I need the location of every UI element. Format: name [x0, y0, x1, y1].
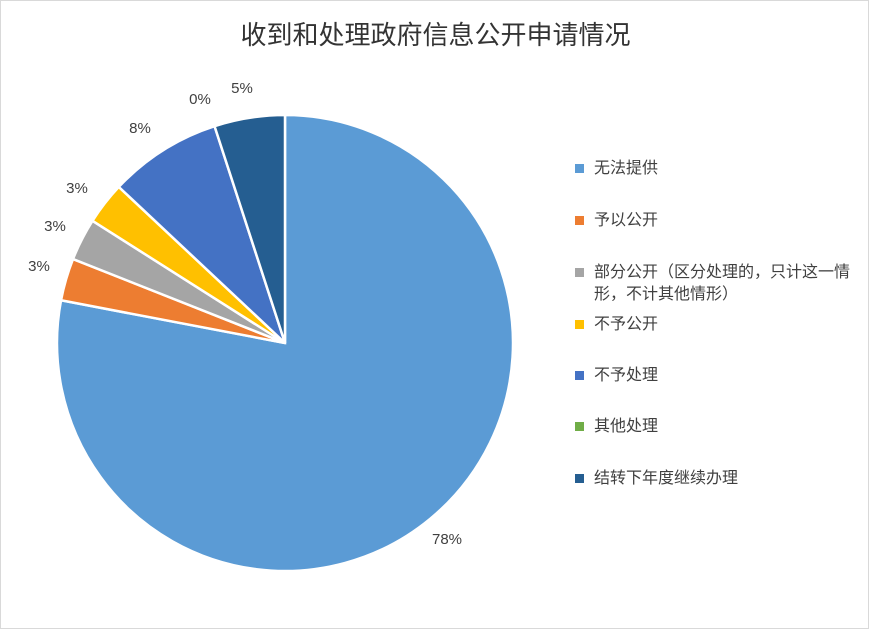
legend-swatch — [575, 474, 584, 483]
chart-title: 收到和处理政府信息公开申请情况 — [240, 21, 631, 51]
pie-slice — [117, 124, 287, 344]
legend-item: 其他处理 — [575, 415, 865, 437]
legend-label: 部分公开（区分处理的，只计这一情形，不计其他情形） — [594, 262, 851, 303]
pie-slice — [212, 113, 287, 344]
legend-item: 不予处理 — [575, 364, 865, 386]
legend-swatch — [575, 422, 584, 431]
data-label: 0% — [189, 91, 211, 108]
data-label: 3% — [44, 218, 66, 235]
legend-label: 结转下年度继续办理 — [594, 468, 739, 487]
legend-label: 无法提供 — [594, 158, 659, 177]
legend-swatch — [575, 268, 584, 277]
legend-item: 部分公开（区分处理的，只计这一情形，不计其他情形） — [575, 261, 865, 305]
legend-label: 其他处理 — [594, 416, 659, 435]
legend-item: 无法提供 — [575, 157, 865, 179]
legend-swatch — [575, 320, 584, 329]
data-label: 8% — [129, 120, 151, 137]
legend-item: 不予公开 — [575, 313, 865, 335]
legend-item: 结转下年度继续办理 — [575, 467, 865, 489]
data-label: 5% — [231, 80, 253, 97]
legend-item: 予以公开 — [575, 209, 865, 231]
legend-label: 不予公开 — [594, 314, 659, 333]
legend-swatch — [575, 216, 584, 225]
legend-swatch — [575, 164, 584, 173]
legend-label: 予以公开 — [594, 210, 659, 229]
data-label: 3% — [28, 258, 50, 275]
data-label: 78% — [432, 531, 462, 548]
legend-label: 不予处理 — [594, 365, 659, 384]
legend-swatch — [575, 371, 584, 380]
data-label: 3% — [66, 180, 88, 197]
